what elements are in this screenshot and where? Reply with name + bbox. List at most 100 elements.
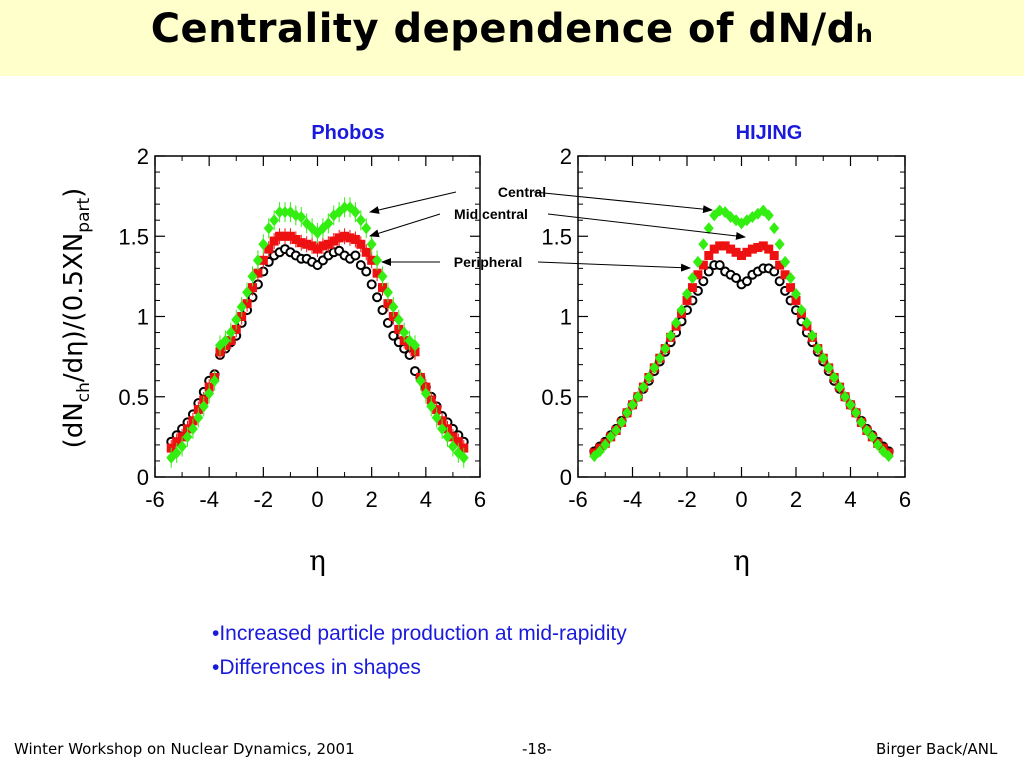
data-point-central bbox=[687, 271, 698, 284]
footer-right: Birger Back/ANL bbox=[876, 740, 998, 758]
data-point-mid bbox=[682, 295, 692, 305]
data-point-mid bbox=[172, 437, 182, 447]
data-point-central bbox=[193, 411, 204, 424]
chart-panel-0: -6 -4 -2 0 2 4 6 0 0.5 1 1.5 2 η (dNch/dη)/(0.5XNpart… bbox=[59, 144, 486, 577]
data-point-central bbox=[834, 381, 845, 394]
bullet-item: •Increased particle production at mid-ra… bbox=[212, 622, 627, 645]
slide-title-main: Centrality dependence of dN/d bbox=[150, 6, 856, 52]
data-point-mid bbox=[769, 251, 779, 261]
data-point-central bbox=[594, 445, 605, 458]
data-point-mid bbox=[275, 231, 285, 241]
data-point-central bbox=[605, 430, 616, 443]
data-point-peripheral bbox=[714, 260, 725, 271]
data-point-central bbox=[829, 371, 840, 384]
x-tick-label: -2 bbox=[677, 487, 697, 512]
x-tick-label: 4 bbox=[844, 487, 856, 512]
data-point-central bbox=[209, 374, 220, 387]
data-point-central bbox=[643, 371, 654, 384]
title-bar bbox=[0, 0, 1024, 76]
data-point-central bbox=[258, 238, 269, 251]
data-point-mid bbox=[378, 283, 387, 293]
data-point-central bbox=[867, 430, 878, 443]
data-point-central bbox=[818, 352, 829, 365]
data-point-mid bbox=[367, 255, 377, 265]
x-tick-label: 6 bbox=[899, 487, 911, 512]
data-point-mid bbox=[758, 241, 768, 251]
y-tick-label: 0.5 bbox=[541, 385, 572, 410]
data-point-central bbox=[872, 438, 883, 451]
y-tick-label: 0.5 bbox=[118, 385, 149, 410]
data-point-mid bbox=[786, 283, 796, 293]
data-point-mid bbox=[383, 299, 393, 309]
data-point-central bbox=[280, 206, 290, 219]
data-point-mid bbox=[698, 260, 708, 270]
data-point-central bbox=[182, 430, 193, 443]
data-point-central bbox=[447, 440, 458, 453]
data-point-mid bbox=[780, 270, 790, 280]
data-point-mid bbox=[709, 244, 719, 254]
data-point-mid bbox=[318, 241, 328, 251]
slide-title-sub: h bbox=[855, 20, 874, 48]
data-point-peripheral bbox=[361, 266, 372, 277]
data-point-central bbox=[665, 329, 676, 342]
annotation-arrow bbox=[547, 213, 746, 240]
x-tick-label: 0 bbox=[311, 487, 323, 512]
data-point-central bbox=[632, 390, 643, 403]
data-point-mid bbox=[747, 244, 757, 254]
data-point-mid bbox=[280, 231, 290, 241]
data-point-mid bbox=[345, 233, 355, 243]
data-point-central bbox=[372, 254, 383, 267]
x-tick-label: 2 bbox=[366, 487, 378, 512]
y-tick-label: 0 bbox=[137, 465, 149, 490]
annotation-arrow bbox=[537, 261, 691, 272]
data-point-central bbox=[247, 270, 258, 283]
data-point-mid bbox=[693, 270, 703, 280]
data-point-central bbox=[399, 326, 410, 339]
data-point-central bbox=[204, 387, 215, 400]
x-axis-label: η bbox=[309, 544, 326, 577]
data-point-central bbox=[654, 352, 665, 365]
data-point-central bbox=[763, 209, 774, 222]
data-point-mid bbox=[350, 234, 360, 244]
data-point-mid bbox=[726, 244, 736, 254]
data-point-central bbox=[361, 222, 372, 235]
data-point-central bbox=[769, 222, 780, 235]
series-peripheral bbox=[589, 260, 894, 457]
series-central bbox=[589, 204, 894, 463]
data-point-peripheral bbox=[366, 279, 377, 290]
chart-title-hijing: HIJING bbox=[735, 122, 803, 144]
series-peripheral bbox=[166, 244, 469, 447]
data-point-mid bbox=[253, 268, 263, 278]
data-point-mid bbox=[753, 242, 763, 252]
plot-frame bbox=[577, 155, 906, 478]
data-point-central bbox=[377, 270, 388, 283]
y-tick-label: 1 bbox=[137, 305, 149, 330]
data-point-central bbox=[616, 416, 627, 429]
data-point-mid bbox=[258, 255, 268, 265]
data-point-mid bbox=[715, 241, 725, 251]
data-point-central bbox=[323, 217, 334, 230]
annotation-label: Peripheral bbox=[454, 254, 522, 270]
data-point-mid bbox=[334, 233, 344, 243]
data-point-mid bbox=[323, 239, 333, 249]
data-point-central bbox=[225, 326, 236, 339]
data-point-central bbox=[692, 255, 703, 268]
data-point-central bbox=[242, 286, 253, 299]
y-tick-label: 2 bbox=[137, 144, 149, 169]
data-point-peripheral bbox=[355, 260, 366, 271]
annotation-label: Mid central bbox=[454, 206, 528, 222]
data-point-central bbox=[393, 313, 404, 326]
data-point-central bbox=[339, 201, 350, 214]
data-point-central bbox=[431, 411, 442, 424]
data-point-central bbox=[269, 214, 280, 227]
data-point-central bbox=[774, 238, 785, 251]
data-point-central bbox=[807, 329, 818, 342]
footer-left: Winter Workshop on Nuclear Dynamics, 200… bbox=[14, 740, 355, 758]
data-point-mid bbox=[291, 234, 301, 244]
data-point-central bbox=[780, 255, 791, 268]
data-point-mid bbox=[269, 236, 279, 246]
data-point-peripheral bbox=[350, 250, 361, 261]
data-point-central bbox=[671, 316, 682, 329]
y-tick-label: 1.5 bbox=[118, 224, 149, 249]
data-point-central bbox=[785, 271, 796, 284]
